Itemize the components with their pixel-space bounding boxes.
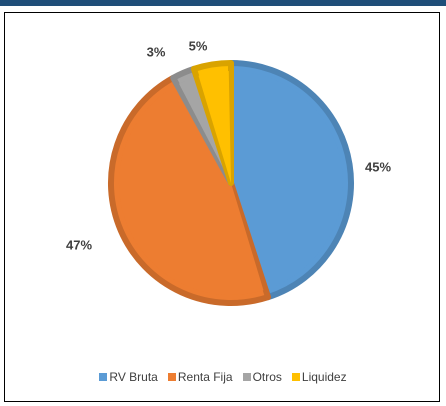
pie-slice-inner-otros [179, 77, 231, 183]
data-label-rv-bruta: 45% [365, 159, 391, 174]
legend-label: RV Bruta [109, 370, 158, 384]
legend-item-rv-bruta: RV Bruta [99, 370, 158, 384]
legend-label: Liquidez [301, 370, 347, 384]
legend-item-renta-fija: Renta Fija [167, 370, 233, 384]
pie-slice-inner-rv-bruta [231, 71, 343, 289]
top-band [0, 0, 446, 6]
legend-item-liquidez: Liquidez [291, 370, 347, 384]
pie-slice-inner-liquidez [198, 71, 231, 183]
legend-swatch [291, 373, 300, 381]
pie-data-labels: 45% 47% 3% 5% [66, 38, 391, 252]
pie-slices [107, 60, 355, 307]
data-label-otros: 3% [147, 44, 166, 59]
data-label-renta-fija: 47% [66, 237, 92, 252]
legend-swatch [242, 373, 251, 381]
legend-swatch [99, 373, 108, 381]
legend-label: Renta Fija [177, 370, 233, 384]
legend-item-otros: Otros [242, 370, 282, 384]
data-label-liquidez: 5% [189, 38, 208, 53]
legend-swatch [167, 373, 176, 381]
chart-legend: RV Bruta Renta Fija Otros Liquidez [0, 370, 446, 384]
pie-slice-inner-renta-fija [118, 85, 264, 296]
legend-label: Otros [252, 370, 282, 384]
